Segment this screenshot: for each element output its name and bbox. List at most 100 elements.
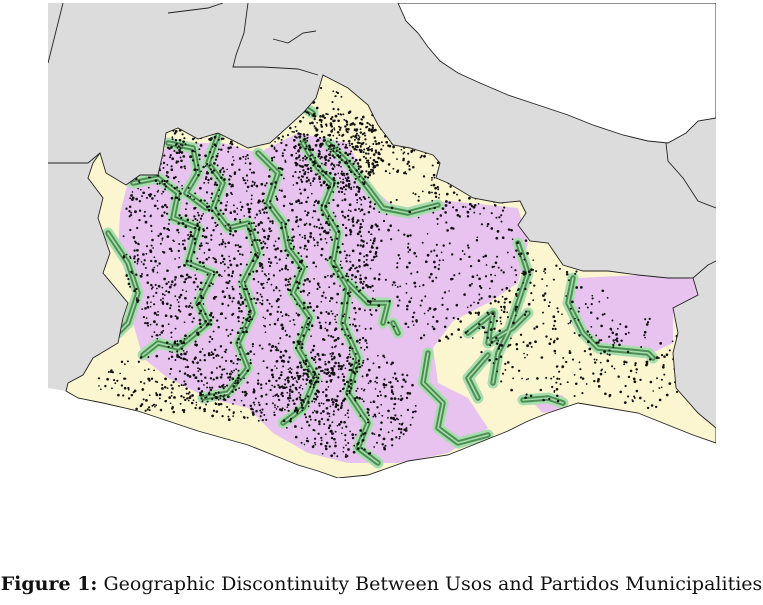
locality-point (273, 413, 276, 417)
locality-point (320, 204, 324, 207)
locality-point (608, 335, 611, 338)
locality-point (313, 160, 316, 163)
locality-point (150, 287, 153, 290)
locality-point (353, 186, 355, 188)
locality-point (210, 234, 213, 237)
locality-point (466, 210, 469, 213)
locality-point (280, 226, 283, 230)
locality-point (514, 269, 517, 272)
locality-point (147, 324, 150, 327)
locality-point (330, 335, 333, 338)
locality-point (216, 319, 219, 322)
locality-point (252, 277, 256, 281)
locality-point (341, 143, 344, 146)
locality-point (431, 176, 433, 179)
locality-point (362, 400, 365, 403)
locality-point (196, 285, 199, 288)
locality-point (315, 106, 319, 110)
locality-point (162, 297, 164, 300)
locality-point (294, 425, 297, 428)
locality-point (197, 228, 201, 231)
locality-point (294, 435, 298, 439)
locality-point (506, 311, 509, 314)
locality-point (476, 239, 479, 242)
locality-point (320, 123, 323, 126)
locality-point (229, 333, 232, 336)
locality-point (343, 215, 347, 219)
locality-point (262, 199, 265, 202)
locality-point (313, 409, 316, 412)
locality-point (484, 275, 488, 278)
locality-point (277, 136, 280, 140)
locality-point (139, 275, 142, 277)
locality-point (187, 186, 190, 189)
locality-point (298, 396, 301, 399)
locality-point (184, 143, 187, 146)
locality-point (342, 185, 346, 189)
locality-point (347, 448, 350, 451)
locality-point (348, 268, 352, 272)
locality-point (290, 242, 292, 245)
locality-point (209, 388, 213, 392)
locality-point (519, 255, 522, 257)
locality-point (249, 229, 252, 233)
locality-point (281, 315, 284, 317)
locality-point (334, 318, 336, 321)
locality-point (314, 199, 318, 202)
locality-point (372, 159, 375, 161)
locality-point (234, 382, 237, 385)
locality-point (358, 362, 361, 366)
locality-point (327, 223, 331, 226)
locality-point (312, 309, 316, 312)
locality-point (170, 391, 173, 394)
locality-point (313, 114, 317, 118)
locality-point (189, 276, 192, 279)
locality-point (412, 192, 415, 194)
locality-point (625, 361, 628, 364)
locality-point (233, 210, 236, 213)
locality-point (354, 208, 357, 212)
locality-point (354, 281, 357, 284)
locality-point (155, 393, 159, 397)
locality-point (466, 244, 470, 247)
locality-point (193, 168, 197, 172)
locality-point (318, 321, 321, 324)
locality-point (189, 195, 192, 198)
locality-point (179, 310, 182, 313)
locality-point (318, 420, 321, 423)
locality-point (298, 386, 301, 389)
locality-point (406, 246, 410, 249)
locality-point (228, 379, 231, 381)
locality-point (469, 208, 472, 211)
locality-point (180, 216, 183, 220)
locality-point (506, 251, 509, 254)
locality-point (318, 136, 322, 139)
locality-point (525, 378, 528, 381)
locality-point (585, 383, 588, 385)
locality-point (466, 215, 470, 218)
locality-point (301, 326, 304, 329)
locality-point (270, 182, 273, 186)
locality-point (200, 379, 203, 382)
locality-point (223, 270, 226, 272)
locality-point (616, 340, 619, 343)
locality-point (349, 430, 351, 433)
locality-point (218, 365, 222, 368)
locality-point (333, 128, 336, 131)
locality-point (392, 281, 396, 284)
locality-point (299, 218, 302, 221)
locality-point (340, 302, 344, 305)
locality-point (253, 403, 256, 406)
locality-point (253, 391, 256, 394)
locality-point (270, 283, 273, 286)
locality-point (340, 159, 343, 162)
locality-point (361, 361, 365, 364)
locality-point (279, 249, 283, 253)
locality-point (424, 295, 427, 298)
locality-point (383, 386, 386, 389)
locality-point (214, 206, 218, 210)
locality-point (542, 398, 545, 402)
locality-point (433, 308, 436, 311)
locality-point (169, 373, 171, 375)
locality-point (380, 148, 383, 151)
